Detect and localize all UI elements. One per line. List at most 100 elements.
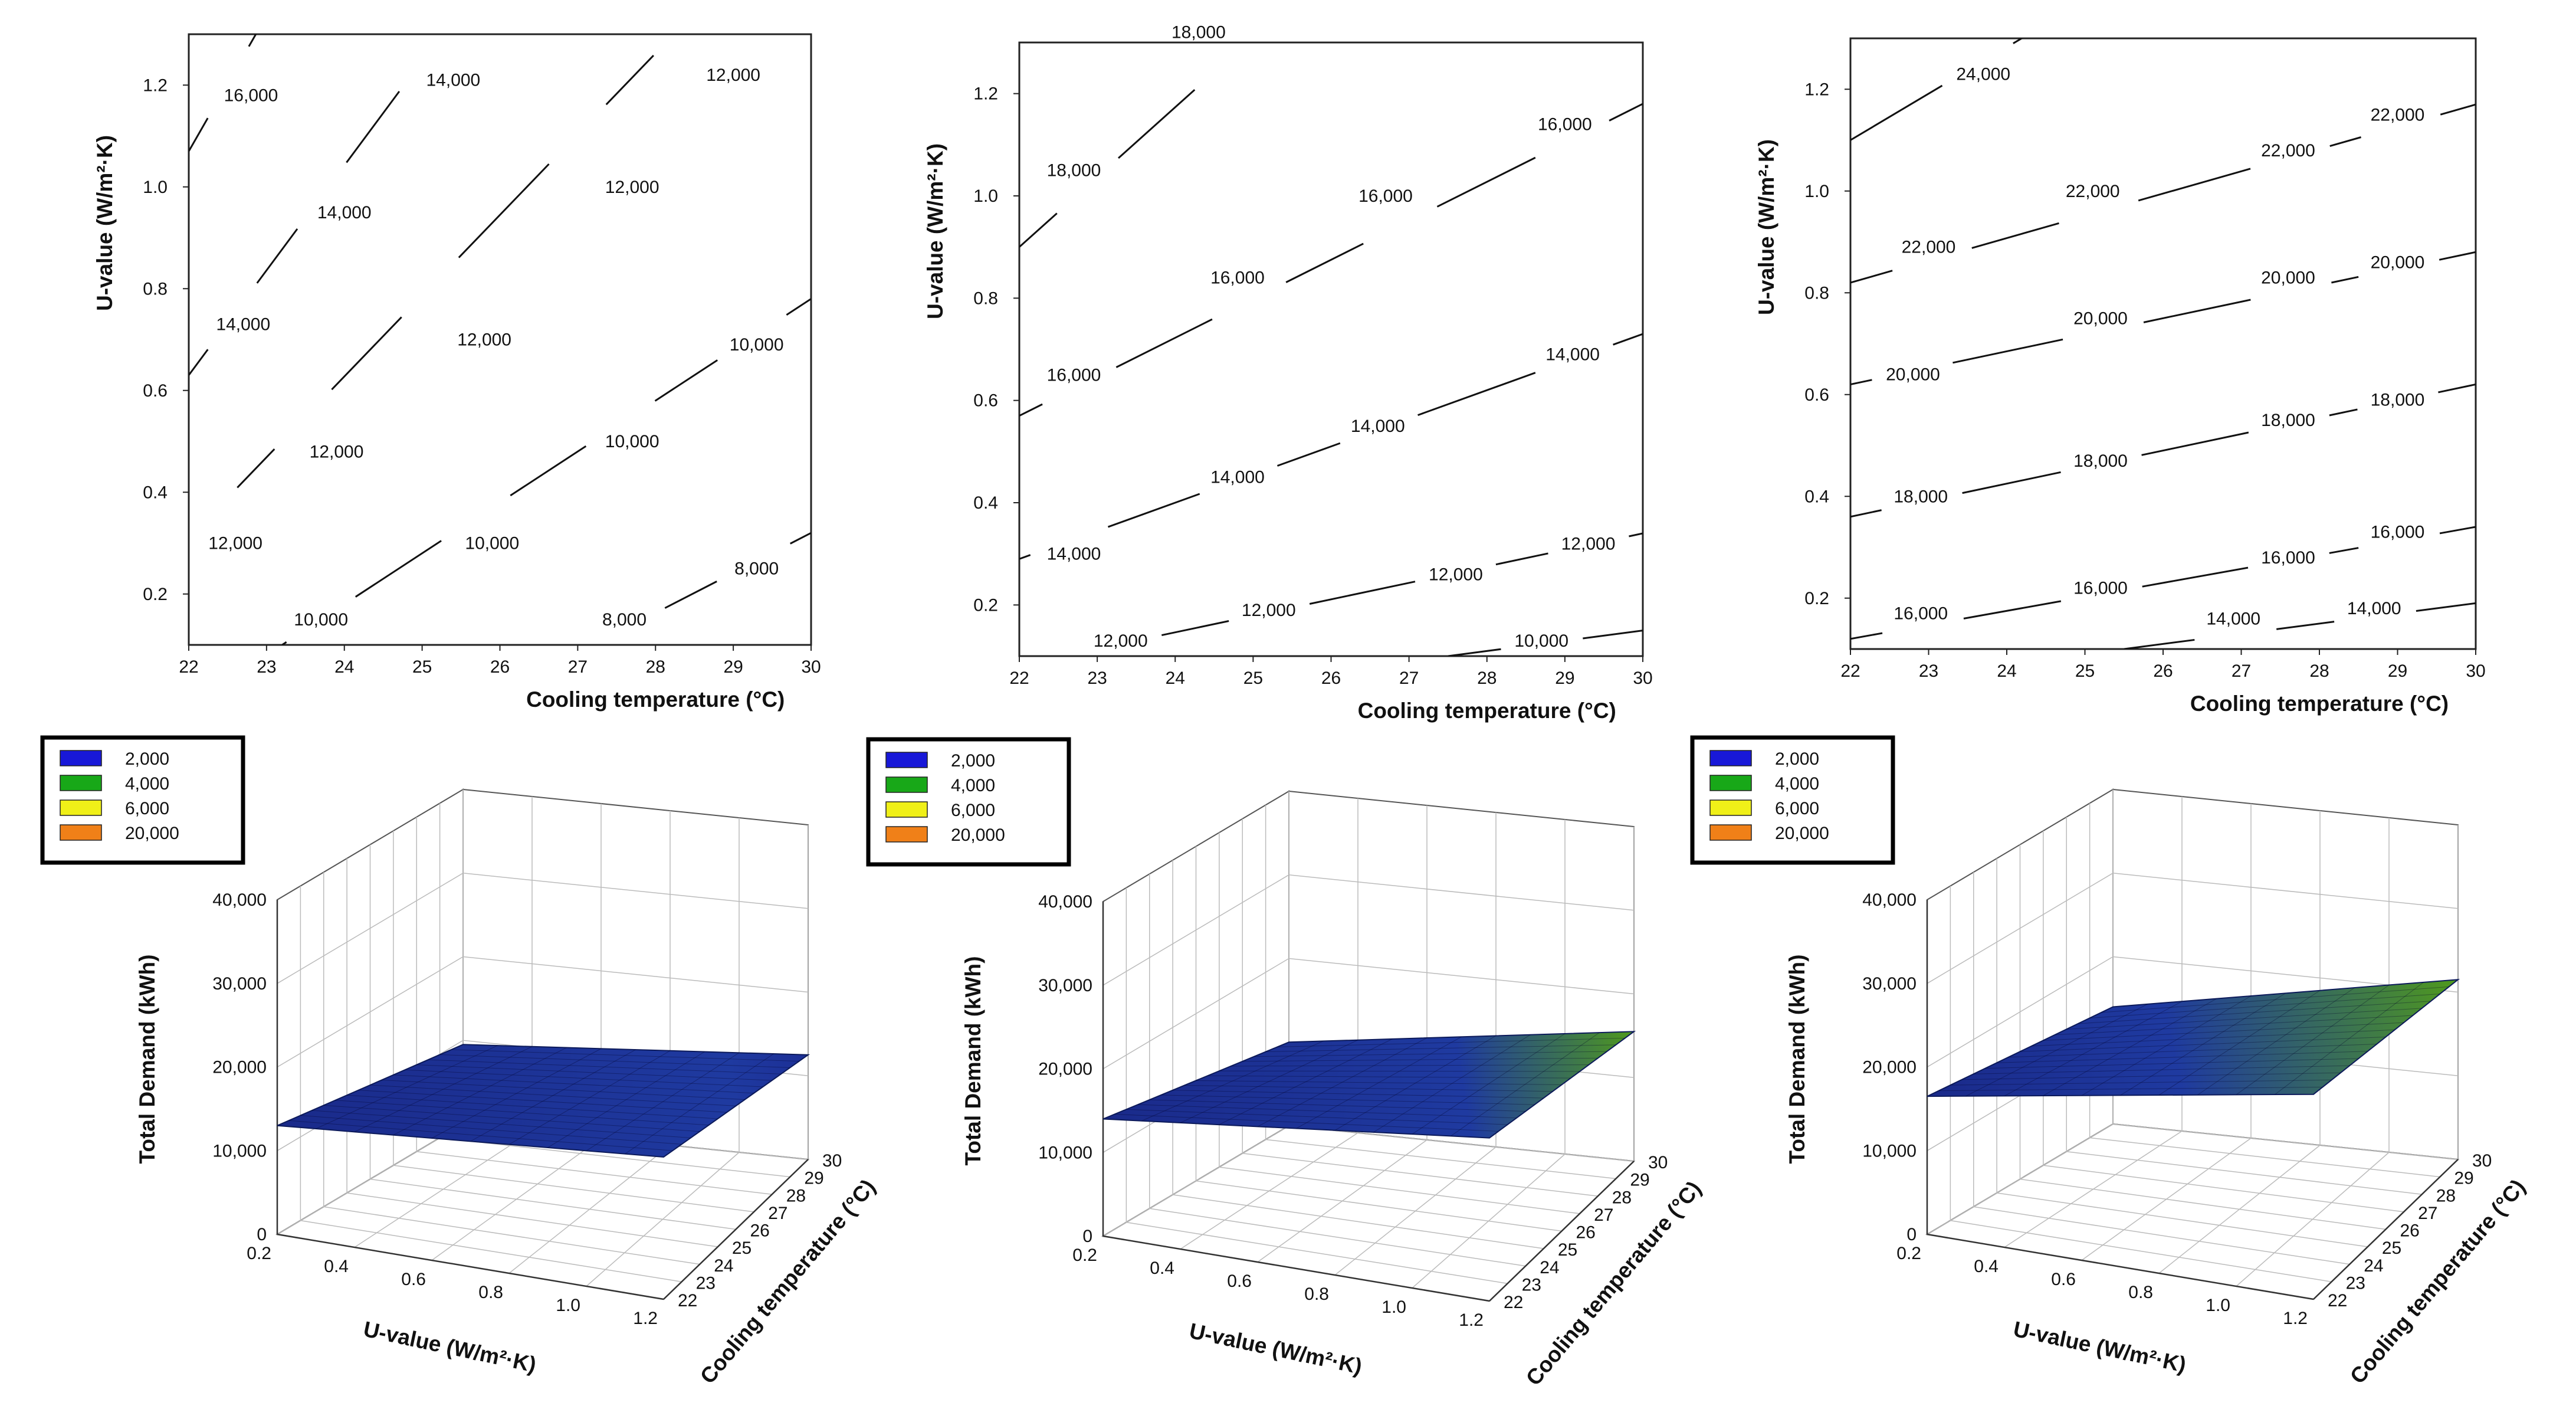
- u-axis-line: [1102, 1235, 1490, 1302]
- contour-label: 12,000: [605, 178, 659, 197]
- grid-line: [1950, 1220, 2332, 1283]
- contour-label: 18,000: [2371, 390, 2425, 409]
- grid-line: [300, 1220, 682, 1283]
- grid-line: [1288, 1125, 1635, 1162]
- surface-mesh-line: [1184, 1085, 1553, 1092]
- legend-swatch: [1709, 750, 1752, 766]
- contour-label: 10,000: [1514, 631, 1568, 651]
- x-tick-label: 29: [1555, 668, 1574, 688]
- contour-segment: [2141, 431, 2249, 456]
- surface-mesh-line: [335, 1100, 709, 1126]
- contour-label: 14,000: [1351, 417, 1405, 436]
- contour-segment: [1850, 509, 1882, 518]
- surface-mesh-line: [547, 1051, 705, 1148]
- y-tick-label: 0.4: [973, 493, 998, 513]
- x-tick-label: 23: [257, 657, 276, 677]
- u-tick-label: 0.8: [2128, 1283, 2153, 1302]
- contour-segment: [2142, 566, 2249, 588]
- contour-line-18000: [1850, 384, 2476, 518]
- u-tick-label: 0.4: [1974, 1257, 1999, 1276]
- grid-line: [323, 1206, 700, 1265]
- u-tick-label: 1.2: [1459, 1310, 1484, 1330]
- contour-label: 14,000: [317, 203, 372, 222]
- contour-segment: [1115, 318, 1213, 368]
- y-tick-label: 1.0: [973, 186, 998, 206]
- contour-segment: [2329, 136, 2361, 147]
- surface-mesh-line: [1230, 1064, 1589, 1067]
- z-tick-label: 10,000: [212, 1141, 267, 1161]
- contour-label: 12,000: [310, 442, 364, 461]
- contour-label: 14,000: [1545, 345, 1600, 365]
- surface-mesh-line: [1373, 1034, 1531, 1133]
- surface-mesh-line: [2078, 1001, 2431, 1024]
- t-tick-label: 23: [696, 1273, 716, 1293]
- t-tick-label: 24: [714, 1256, 733, 1276]
- y-tick-label: 0.6: [143, 381, 168, 401]
- legend-swatch: [60, 824, 102, 841]
- surface-mesh-line: [1950, 1079, 2332, 1086]
- contour-label: 18,000: [1047, 161, 1101, 181]
- grid-line: [1102, 874, 1635, 986]
- contour-segment: [189, 117, 209, 152]
- contour-segment: [256, 228, 298, 284]
- contour-segment: [1850, 379, 1872, 385]
- surface-mesh-line: [358, 1090, 727, 1113]
- contour-segment: [1019, 403, 1043, 417]
- x-tick-label: 24: [1997, 661, 2016, 681]
- t-tick-label: 25: [2382, 1238, 2401, 1258]
- surface-mesh-line: [508, 1050, 671, 1145]
- t-tick-label: 22: [1504, 1293, 1523, 1312]
- y-tick-label: 1.0: [1804, 182, 1829, 201]
- contour-label: 14,000: [216, 315, 270, 335]
- u-tick-label: 1.2: [2283, 1309, 2308, 1328]
- u-tick-label: 0.2: [1072, 1246, 1097, 1265]
- contour-segment: [2143, 299, 2251, 323]
- contour-label: 18,000: [2073, 451, 2128, 471]
- contour-label: 12,000: [208, 534, 262, 553]
- contour-label: 20,000: [1886, 365, 1940, 384]
- surface-mesh-line: [2032, 1029, 2395, 1047]
- surface-mesh-line: [1114, 1113, 1499, 1132]
- surface-mesh-line: [2158, 990, 2321, 1096]
- grid-line: [2020, 1178, 2386, 1230]
- z-tick-label: 30,000: [212, 974, 267, 994]
- x-tick-label: 24: [334, 657, 354, 677]
- x-tick-label: 22: [1009, 668, 1029, 688]
- contour-segment: [1850, 270, 1893, 284]
- legend-label: 4,000: [951, 776, 995, 795]
- surface-mesh-line: [2043, 1022, 2404, 1041]
- contour-segment: [1019, 554, 1031, 560]
- y-axis-label: U-value (W/m²·K): [93, 135, 117, 311]
- t-tick-label: 29: [2454, 1169, 2473, 1188]
- surface-mesh-line: [1962, 1072, 2341, 1080]
- contour-segment: [2329, 547, 2359, 554]
- contour-label: 14,000: [1047, 545, 1101, 564]
- surface-mesh-line: [323, 1105, 700, 1132]
- grid-line: [1149, 1208, 1526, 1267]
- legend-swatch: [885, 752, 928, 768]
- contour-segment: [1285, 242, 1364, 283]
- y-tick-label: 0.6: [973, 391, 998, 411]
- contour-segment: [2439, 526, 2476, 535]
- legend-swatch: [1709, 824, 1752, 841]
- contour-segment: [281, 641, 287, 645]
- z-tick-label: 0: [1906, 1225, 1917, 1244]
- z-tick-label: 40,000: [1862, 890, 1917, 910]
- z-tick-label: 0: [1082, 1227, 1092, 1246]
- contour-segment: [1952, 338, 2063, 364]
- legend-swatch: [1709, 775, 1752, 791]
- contour-label: 24,000: [1956, 64, 2010, 84]
- legend-swatch: [885, 826, 928, 843]
- u-tick-label: 1.0: [1381, 1297, 1406, 1317]
- surface-mesh-line: [288, 1120, 673, 1151]
- contour-label: 16,000: [1894, 604, 1948, 624]
- contour-segment: [605, 54, 654, 106]
- surface-mesh-line: [347, 1094, 718, 1119]
- x-tick-label: 25: [1243, 668, 1263, 688]
- x-axis-label: Cooling temperature (°C): [1358, 699, 1616, 723]
- u-tick-label: 0.4: [1150, 1259, 1174, 1278]
- x-tick-label: 28: [2309, 661, 2329, 681]
- grid-line: [277, 873, 809, 984]
- surface-mesh-line: [354, 1046, 533, 1132]
- contour-line-14000: [189, 91, 401, 376]
